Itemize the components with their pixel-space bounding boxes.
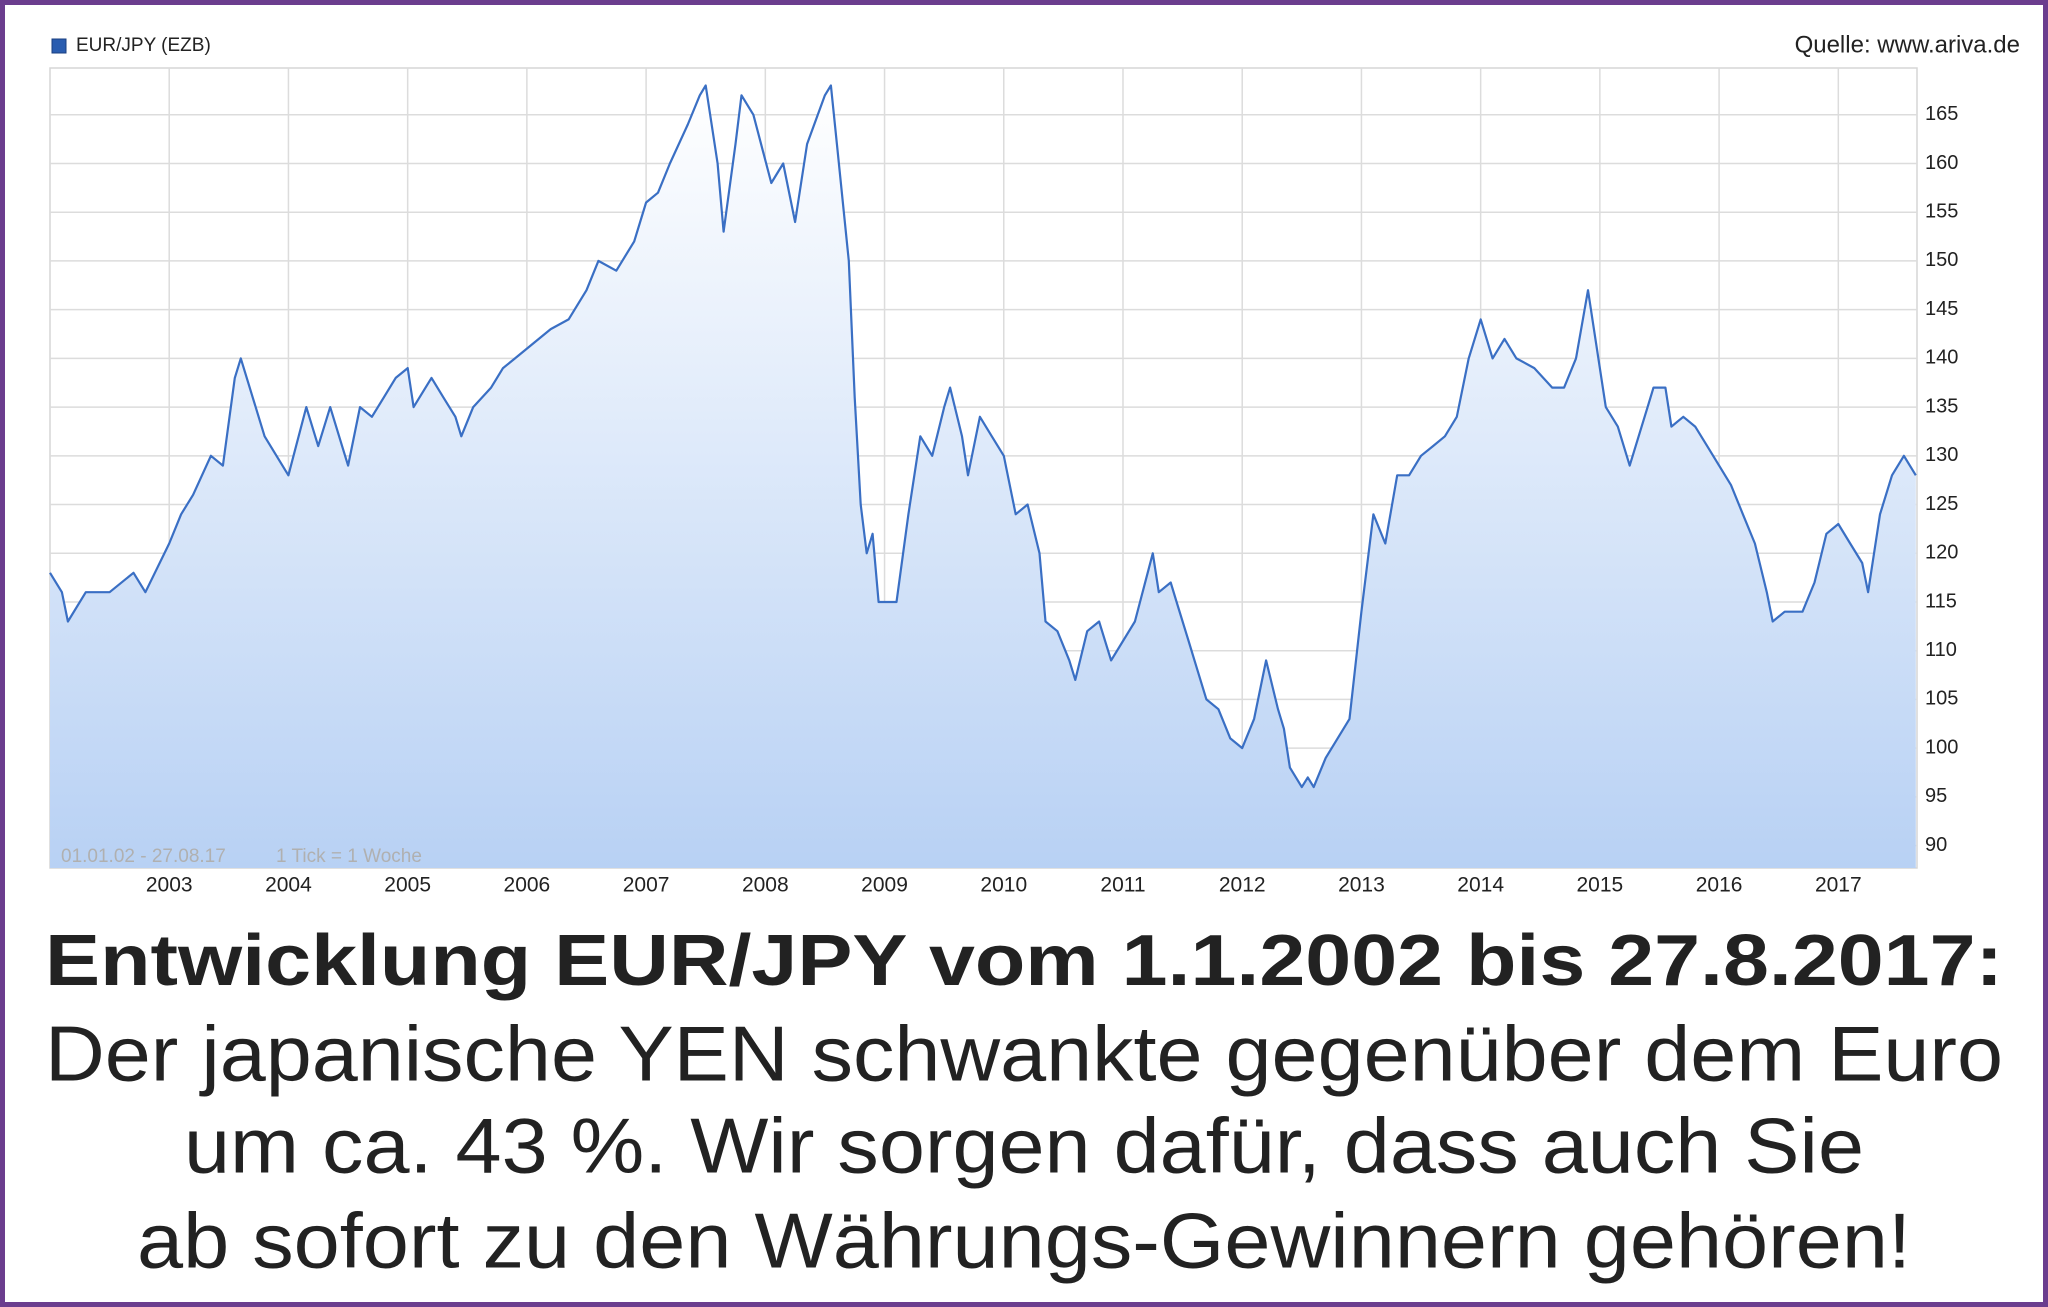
marks	[49, 84, 1917, 868]
area	[50, 85, 1916, 868]
y-tick-label: 165	[1925, 103, 1958, 125]
y-tick-label: 155	[1925, 200, 1958, 222]
y-tick-label: 95	[1925, 785, 1947, 807]
y-tick-label: 105	[1925, 688, 1958, 710]
x-tick-label: 2008	[742, 874, 789, 897]
x-tick-label: 2015	[1577, 874, 1624, 897]
x-tick-label: 2017	[1815, 874, 1862, 897]
caption-line: um ca. 43 %. Wir sorgen dafür, dass auch…	[184, 1102, 1864, 1190]
x-tick-label: 2004	[265, 874, 312, 897]
y-tick-label: 145	[1925, 298, 1958, 320]
y-tick-label: 140	[1925, 347, 1958, 369]
y-tick-label: 135	[1925, 395, 1958, 417]
caption-line: ab sofort zu den Währungs-Gewinnern gehö…	[137, 1197, 1911, 1285]
y-tick-label: 100	[1925, 736, 1958, 758]
y-tick-label: 125	[1925, 493, 1958, 515]
x-tick-label: 2013	[1338, 874, 1385, 897]
y-tick-label: 150	[1925, 249, 1958, 271]
range-note: 01.01.02 - 27.08.17	[61, 846, 226, 867]
tick-note: 1 Tick = 1 Woche	[276, 846, 422, 867]
x-tick-label: 2006	[504, 874, 551, 897]
source: Quelle: www.ariva.de	[1795, 31, 2020, 58]
legend-label: EUR/JPY (EZB)	[76, 35, 211, 56]
x-tick-label: 2005	[384, 874, 431, 897]
x-tick-label: 2010	[980, 874, 1027, 897]
x-tick-label: 2016	[1696, 874, 1743, 897]
x-tick-label: 2012	[1219, 874, 1266, 897]
y-tick-label: 160	[1925, 152, 1958, 174]
y-tick-label: 130	[1925, 444, 1958, 466]
y-tick-label: 120	[1925, 542, 1958, 564]
x-tick-label: 2007	[623, 874, 670, 897]
y-tick-label: 90	[1925, 834, 1947, 856]
x-tick-label: 2011	[1100, 874, 1145, 897]
x-tick-label: 2014	[1457, 874, 1504, 897]
x-tick-label: 2003	[146, 874, 193, 897]
x-tick-label: 2009	[861, 874, 908, 897]
line	[49, 84, 1917, 789]
y-tick-label: 110	[1925, 639, 1957, 661]
y-tick-label: 115	[1925, 590, 1957, 612]
caption-line: Der japanische YEN schwankte gegenüber d…	[45, 1010, 2003, 1098]
legend-swatch	[51, 38, 67, 54]
caption-title: Entwicklung EUR/JPY vom 1.1.2002 bis 27.…	[45, 921, 2003, 1001]
